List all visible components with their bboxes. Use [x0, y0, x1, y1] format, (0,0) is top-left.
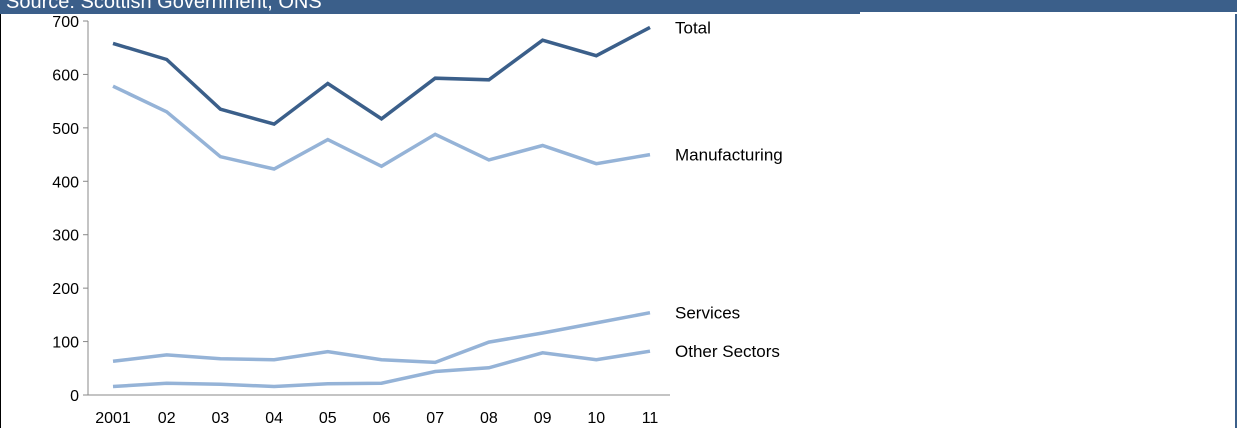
x-tick-label: 09: [534, 410, 552, 427]
y-axis-ticks: 0 100 200 300 400 500 600 700: [52, 14, 88, 405]
y-tick-label: 400: [52, 174, 79, 191]
y-tick-label: 300: [52, 228, 79, 245]
series-line-total: [112, 25, 651, 127]
series-labels: Total Manufacturing Services Other Sectors: [675, 18, 783, 361]
x-tick-label: 07: [426, 410, 444, 427]
banner-divider: [860, 12, 1237, 14]
series-lines: [112, 25, 651, 389]
source-banner: Source: Scottish Government, ONS: [0, 0, 1237, 14]
series-line-services: [112, 310, 651, 365]
x-tick-label: 10: [587, 410, 605, 427]
y-tick-label: 500: [52, 121, 79, 138]
right-border: [1235, 14, 1237, 428]
left-border: [0, 14, 1, 428]
x-tick-label: 04: [265, 410, 283, 427]
y-tick-label: 0: [70, 388, 79, 405]
series-line-other-sectors: [112, 349, 651, 389]
series-label-other-sectors: Other Sectors: [675, 342, 780, 361]
y-tick-label: 200: [52, 281, 79, 298]
x-tick-label: 05: [319, 410, 337, 427]
x-axis-ticks: 2001 02 03 04 05 06 07 08 09 10 11: [95, 410, 658, 427]
y-tick-label: 100: [52, 335, 79, 352]
series-line-manufacturing: [112, 84, 651, 171]
x-tick-label: 03: [212, 410, 230, 427]
chart-axes: [87, 21, 670, 396]
x-tick-label: 06: [373, 410, 391, 427]
series-label-services: Services: [675, 304, 740, 323]
x-tick-label: 08: [480, 410, 498, 427]
x-tick-label: 2001: [95, 410, 131, 427]
y-tick-label: 700: [52, 14, 79, 31]
source-text: Source: Scottish Government, ONS: [6, 0, 322, 13]
y-tick-label: 600: [52, 67, 79, 84]
series-label-total: Total: [675, 18, 711, 37]
x-tick-label: 11: [642, 410, 659, 427]
series-label-manufacturing: Manufacturing: [675, 146, 783, 165]
x-tick-label: 02: [158, 410, 176, 427]
